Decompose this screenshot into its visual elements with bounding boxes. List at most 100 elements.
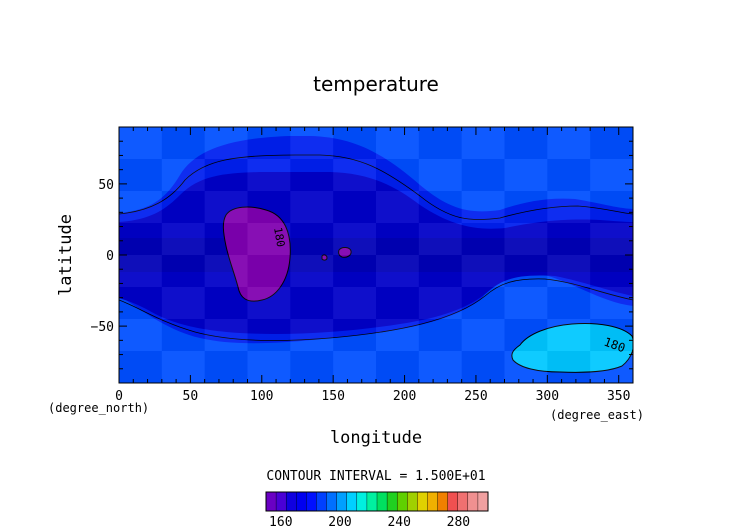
shading-cell bbox=[547, 351, 591, 383]
colorbar-swatch bbox=[336, 491, 348, 512]
colorbar-tick-label: 240 bbox=[387, 515, 410, 530]
shading-cell bbox=[290, 159, 334, 191]
shading-cell bbox=[376, 223, 419, 255]
shading-cell bbox=[161, 159, 205, 191]
colorbar-swatch bbox=[285, 491, 297, 512]
shading-cell bbox=[547, 255, 591, 287]
shading-cell bbox=[290, 287, 334, 319]
shading-cell bbox=[247, 351, 291, 383]
shading-cell bbox=[161, 223, 205, 255]
shading-cell bbox=[119, 319, 162, 351]
colorbar-swatch bbox=[366, 491, 378, 512]
colorbar-swatch bbox=[457, 491, 469, 512]
shading-cell bbox=[204, 223, 248, 255]
shading-cell bbox=[247, 223, 291, 255]
colorbar-swatch bbox=[477, 491, 489, 512]
x-tick-label: 300 bbox=[536, 389, 559, 404]
shading-cell bbox=[119, 223, 162, 255]
colorbar-tick-label: 280 bbox=[447, 515, 470, 530]
colorbar-swatch bbox=[316, 491, 328, 512]
shading-cell bbox=[547, 223, 591, 255]
shading-cell bbox=[376, 287, 419, 319]
shading-cell bbox=[418, 159, 462, 191]
shading-cell bbox=[290, 319, 334, 351]
shading-cell bbox=[504, 255, 548, 287]
shading-cell bbox=[333, 255, 376, 287]
x-tick-label: 150 bbox=[321, 389, 344, 404]
colorbar-swatch bbox=[326, 491, 338, 512]
shading-cell bbox=[161, 287, 205, 319]
shading-cell bbox=[290, 191, 334, 223]
contour-line-south bbox=[119, 278, 633, 341]
shading-cell bbox=[204, 127, 248, 159]
shading-cell bbox=[461, 191, 505, 223]
chart-title: temperature bbox=[313, 72, 439, 96]
x-tick-label: 100 bbox=[250, 389, 273, 404]
colorbar-swatch bbox=[386, 491, 398, 512]
colorbar-swatch bbox=[356, 491, 368, 512]
colorbar-swatch bbox=[275, 491, 287, 512]
warm-anomaly-south bbox=[511, 323, 633, 373]
shading-cell bbox=[161, 127, 205, 159]
y-tick-label: 0 bbox=[106, 249, 114, 264]
colorbar-swatch bbox=[396, 491, 408, 512]
shading-cell bbox=[461, 127, 505, 159]
shading-cell bbox=[119, 127, 162, 159]
shading-cell bbox=[590, 127, 633, 159]
shading-cell bbox=[119, 191, 162, 223]
colorbar-tick-label: 200 bbox=[328, 515, 351, 530]
x-axis-label: longitude bbox=[330, 428, 422, 448]
shading-cell bbox=[247, 191, 291, 223]
shading-cell bbox=[161, 191, 205, 223]
x-axis: 0 50 100 150 200 250 300 350 bbox=[115, 127, 634, 404]
shading-cell bbox=[461, 223, 505, 255]
shading-cell bbox=[547, 127, 591, 159]
shading-cell bbox=[119, 255, 162, 287]
shading-cell bbox=[418, 191, 462, 223]
shading-cell bbox=[119, 159, 162, 191]
y-tick-label: 50 bbox=[98, 178, 114, 193]
colorbar-swatch bbox=[346, 491, 358, 512]
shading-cell bbox=[590, 191, 633, 223]
cold-anomaly-small bbox=[321, 254, 328, 261]
colorbar-ticks: 160 200 240 280 bbox=[269, 515, 470, 530]
shading-cell bbox=[247, 159, 291, 191]
shading-cell bbox=[204, 191, 248, 223]
shading-cell bbox=[290, 127, 334, 159]
shading-cell bbox=[204, 351, 248, 383]
shading-cell bbox=[204, 319, 248, 351]
shading-cell bbox=[504, 351, 548, 383]
shading-cell bbox=[204, 159, 248, 191]
shading-cell bbox=[504, 223, 548, 255]
shading-cell bbox=[590, 351, 633, 383]
shading-cell bbox=[376, 127, 419, 159]
shading-cell bbox=[590, 319, 633, 351]
shading-cell bbox=[461, 319, 505, 351]
colorbar-swatch bbox=[306, 491, 317, 512]
y-axis-label: latitude bbox=[56, 214, 76, 296]
shading-cell bbox=[376, 255, 419, 287]
shading-cell bbox=[204, 287, 248, 319]
shading-cell bbox=[590, 159, 633, 191]
shading-cell bbox=[418, 351, 462, 383]
colorbar-swatch bbox=[427, 491, 439, 512]
shading-cell bbox=[461, 287, 505, 319]
shading-cell bbox=[376, 191, 419, 223]
shading-cell bbox=[547, 319, 591, 351]
shading-cell bbox=[333, 287, 376, 319]
shading-cell bbox=[333, 223, 376, 255]
shading-cell bbox=[418, 319, 462, 351]
shading-cell bbox=[333, 191, 376, 223]
shading-cell bbox=[333, 159, 376, 191]
colorbar-swatch bbox=[265, 491, 277, 512]
shading-cell bbox=[590, 223, 633, 255]
shading-cell bbox=[333, 127, 376, 159]
contour-line-north bbox=[119, 154, 633, 220]
shading-cell bbox=[547, 191, 591, 223]
x-tick-label: 0 bbox=[115, 389, 123, 404]
shading-cell bbox=[290, 223, 334, 255]
shading-cell bbox=[504, 191, 548, 223]
shading-cell bbox=[418, 127, 462, 159]
shading-cell bbox=[290, 351, 334, 383]
